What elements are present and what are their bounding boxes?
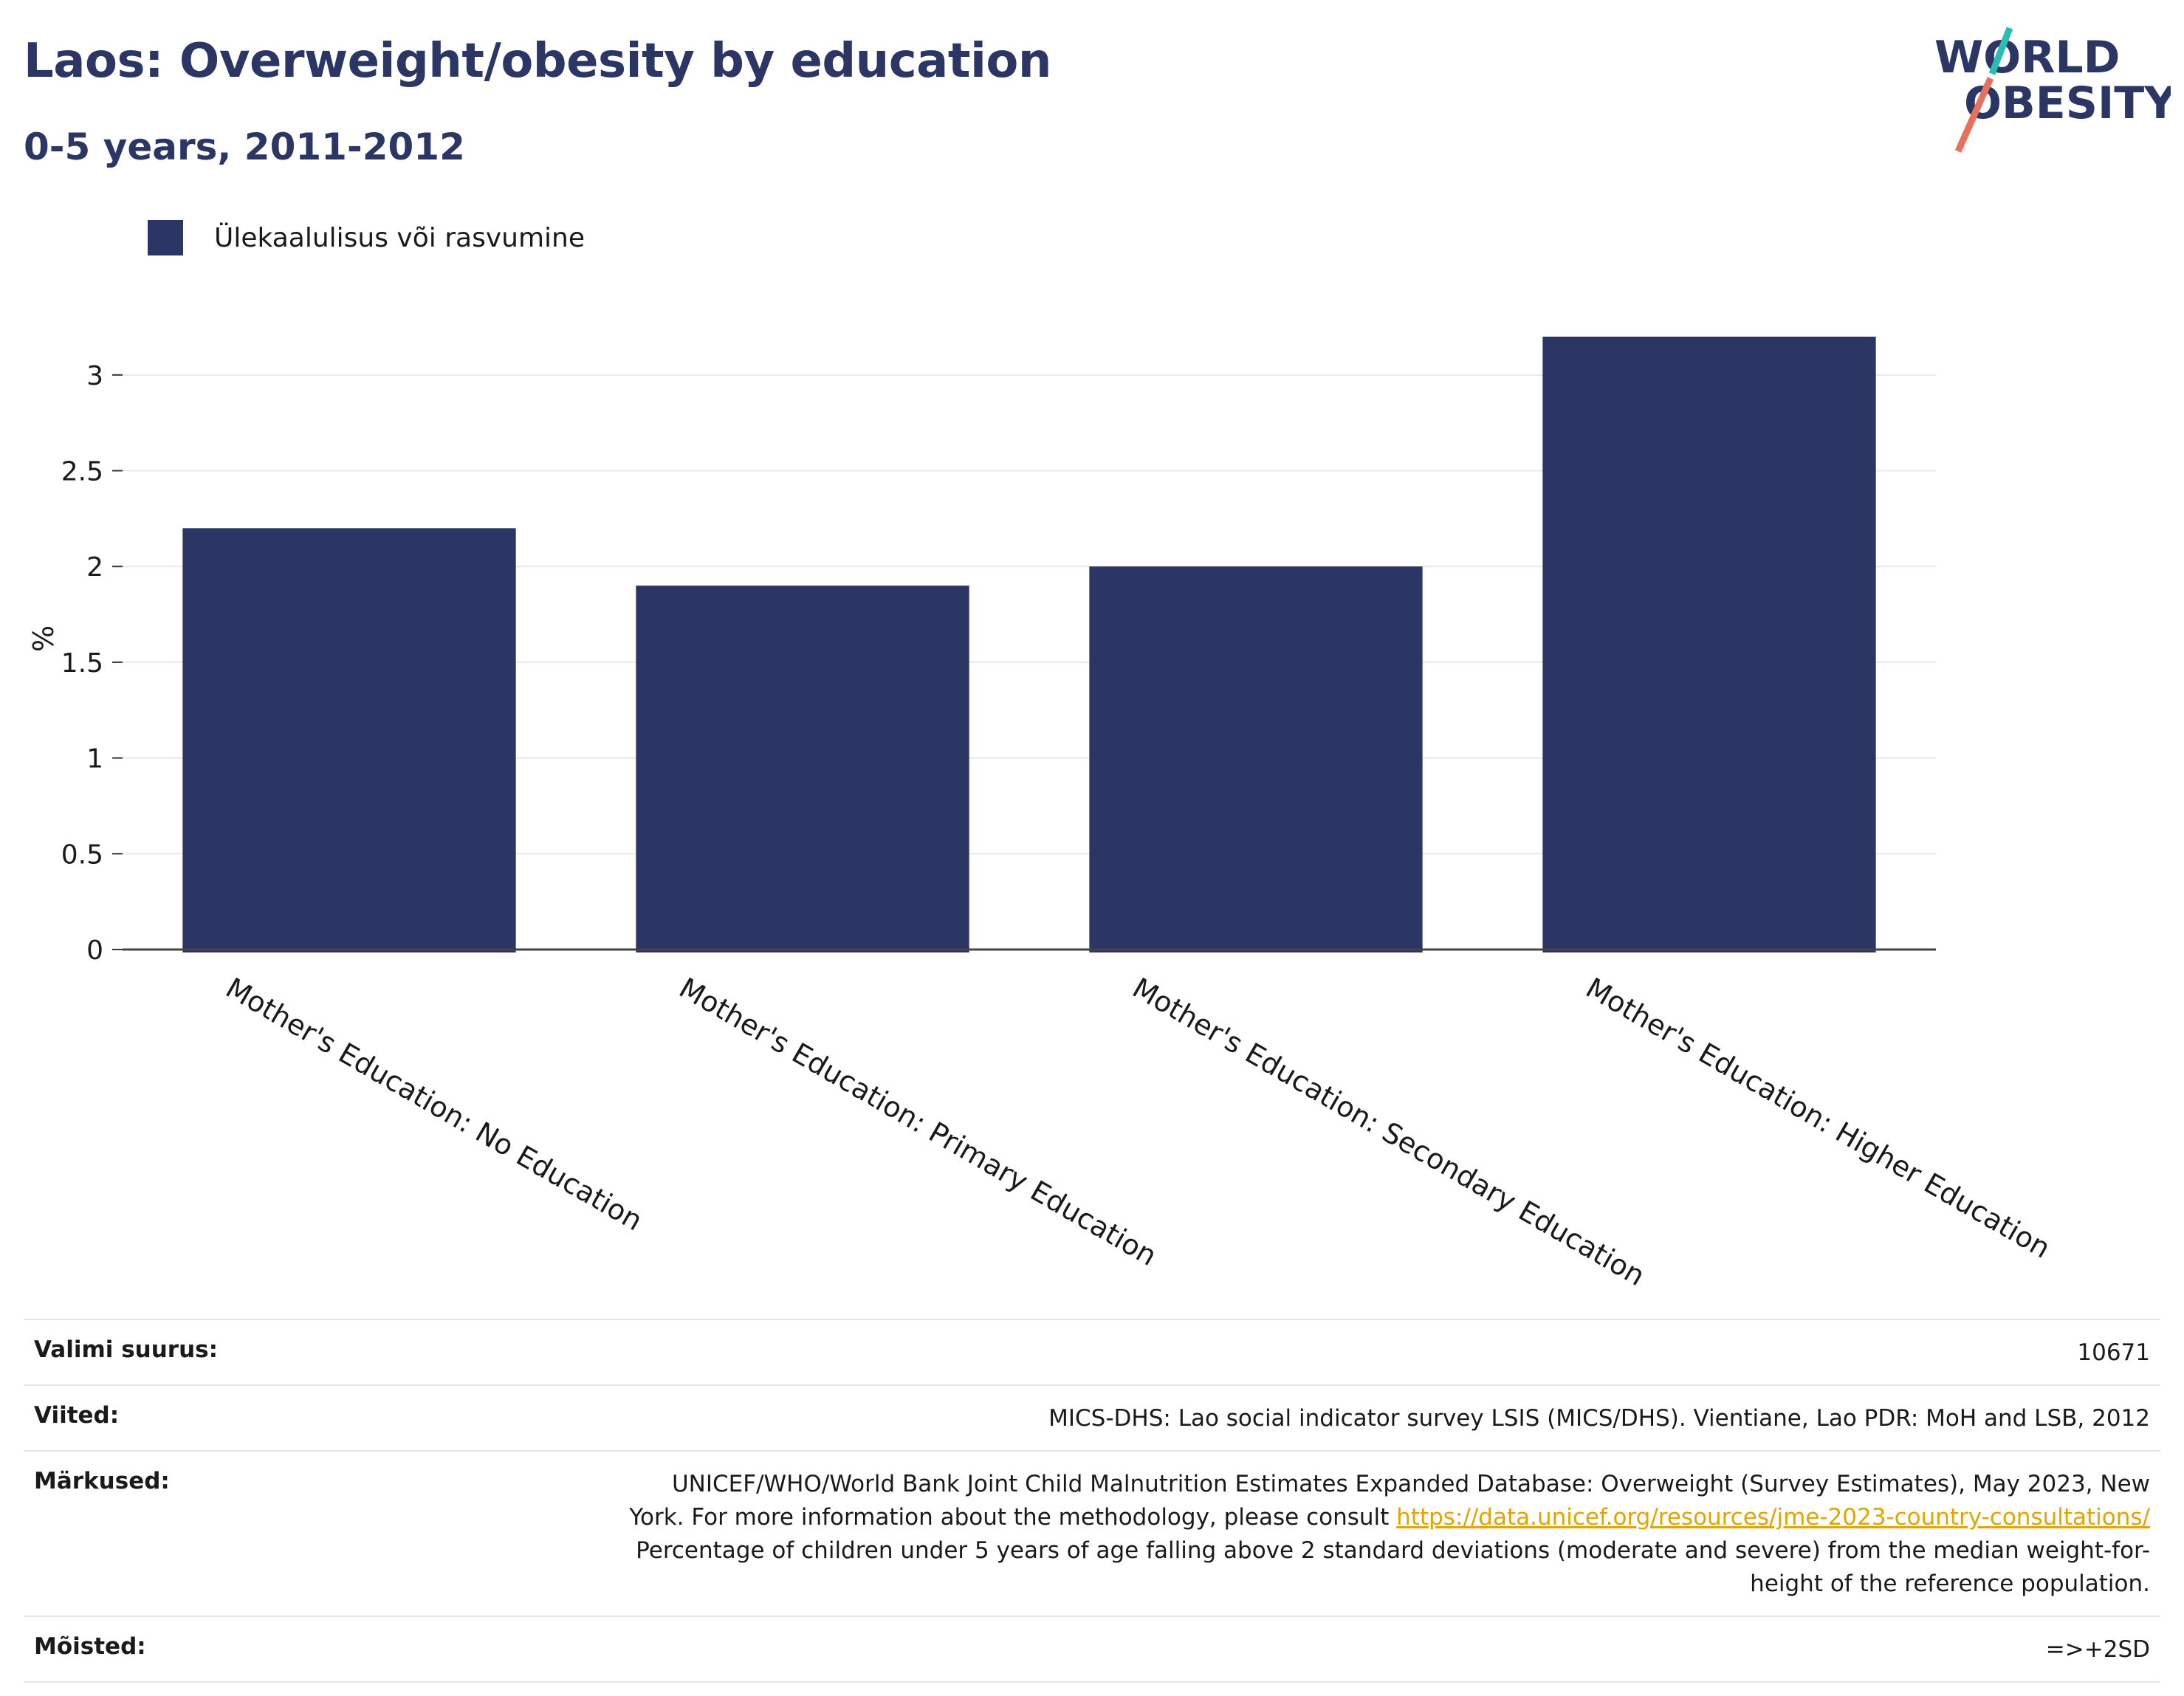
notes-text-2: Percentage of children under 5 years of … — [636, 1537, 2150, 1597]
legend: Ülekaalulisus või rasvumine — [148, 220, 585, 255]
sample-size-label: Valimi suurus: — [34, 1336, 218, 1363]
logo-slash-red — [1954, 77, 1994, 153]
notes-text-1: UNICEF/WHO/World Bank Joint Child Malnut… — [629, 1471, 2150, 1531]
y-tick-label: 3 — [86, 361, 103, 391]
references-label: Viited: — [34, 1402, 120, 1429]
definitions-row: Mõisted: =>+2SD — [24, 1616, 2160, 1683]
x-tick-label: Mother's Education: Secondary Education — [1127, 972, 1651, 1293]
world-obesity-logo: WORLD OBESITY — [1934, 27, 2171, 153]
bar[interactable] — [1089, 566, 1423, 952]
notes-link[interactable]: https://data.unicef.org/resources/jme-20… — [1396, 1504, 2150, 1531]
bar[interactable] — [182, 528, 516, 952]
chart-title: Laos: Overweight/obesity by education — [24, 34, 1051, 89]
notes-value: UNICEF/WHO/World Bank Joint Child Malnut… — [629, 1468, 2150, 1601]
x-axis-ticks: Mother's Education: No Education Mother's… — [221, 972, 2056, 1293]
y-tick-label: 0 — [86, 935, 103, 966]
bar-chart: 0 0.5 1 1.5 2 2.5 3 Mother's Education: No Edu… — [27, 336, 2056, 1293]
logo-line-2: OBESITY — [1964, 78, 2171, 129]
y-tick-label: 2.5 — [61, 457, 103, 487]
x-tick-label: Mother's Education: Primary Education — [674, 972, 1163, 1272]
legend-swatch — [148, 220, 183, 255]
sample-size-value: 10671 — [2077, 1339, 2150, 1366]
chart-subtitle: 0-5 years, 2011-2012 — [24, 126, 465, 168]
legend-label: Ülekaalulisus või rasvumine — [214, 222, 585, 253]
definitions-label: Mõisted: — [34, 1633, 146, 1660]
bar[interactable] — [1542, 336, 1876, 952]
notes-label: Märkused: — [34, 1468, 170, 1494]
sample-size-row: Valimi suurus: 10671 — [24, 1319, 2160, 1384]
y-tick-label: 1.5 — [61, 648, 103, 679]
x-tick-label: Mother's Education: No Education — [221, 972, 648, 1237]
logo-slash-teal — [1988, 27, 2013, 75]
definitions-value: =>+2SD — [2045, 1636, 2150, 1663]
y-tick-label: 2 — [86, 552, 103, 583]
chart-footer: Valimi suurus: 10671 Viited: MICS-DHS: L… — [24, 1319, 2160, 1683]
y-axis-label: % — [27, 625, 60, 652]
y-tick-label: 0.5 — [61, 840, 103, 870]
x-tick-label: Mother's Education: Higher Education — [1581, 972, 2056, 1265]
references-value: MICS-DHS: Lao social indicator survey LS… — [1048, 1405, 2150, 1432]
bars — [182, 336, 1876, 952]
notes-row: Märkused: UNICEF/WHO/World Bank Joint Ch… — [24, 1450, 2160, 1616]
y-axis-ticks: 0 0.5 1 1.5 2 2.5 3 — [61, 361, 123, 966]
y-tick-label: 1 — [86, 744, 103, 775]
logo-line-1: WORLD — [1934, 32, 2120, 83]
bar[interactable] — [636, 586, 969, 952]
references-row: Viited: MICS-DHS: Lao social indicator s… — [24, 1384, 2160, 1450]
